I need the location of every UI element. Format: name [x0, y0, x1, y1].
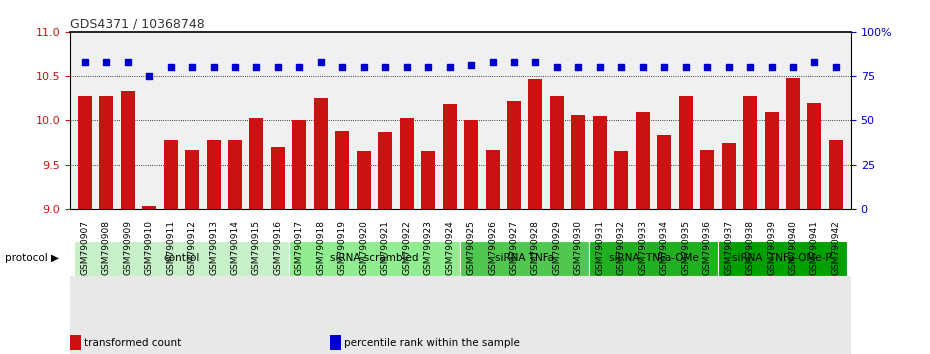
Point	[99, 59, 113, 65]
Point	[249, 64, 264, 70]
Bar	[722, 143, 736, 209]
Point	[721, 64, 736, 70]
Point	[292, 64, 307, 70]
Bar	[142, 206, 156, 209]
Bar	[829, 140, 843, 209]
Point	[141, 73, 156, 79]
Bar	[400, 118, 414, 209]
Point	[399, 64, 414, 70]
Bar	[121, 91, 135, 209]
Text: protocol ▶: protocol ▶	[5, 253, 59, 263]
Bar	[550, 96, 564, 209]
Text: siRNA  TNFa-OMe-P: siRNA TNFa-OMe-P	[733, 253, 832, 263]
Bar	[679, 96, 693, 209]
Bar	[528, 79, 542, 209]
Bar	[786, 78, 800, 209]
Bar	[464, 120, 478, 209]
Text: percentile rank within the sample: percentile rank within the sample	[344, 338, 520, 348]
Bar	[421, 152, 435, 209]
Point	[699, 64, 714, 70]
Point	[77, 59, 92, 65]
Bar	[592, 116, 606, 209]
Point	[764, 64, 779, 70]
Point	[550, 64, 565, 70]
Point	[442, 64, 457, 70]
Point	[313, 59, 328, 65]
Bar	[228, 140, 242, 209]
Bar	[292, 120, 306, 209]
Text: GDS4371 / 10368748: GDS4371 / 10368748	[70, 18, 205, 31]
Bar	[336, 131, 350, 209]
Bar	[743, 96, 757, 209]
Bar	[249, 118, 263, 209]
Bar	[636, 112, 650, 209]
Point	[528, 59, 543, 65]
Bar	[571, 115, 585, 209]
Point	[271, 64, 286, 70]
Bar	[807, 103, 821, 209]
Text: control: control	[163, 253, 200, 263]
Point	[786, 64, 801, 70]
Bar	[164, 140, 178, 209]
Bar	[700, 150, 714, 209]
Text: siRNA TNFa: siRNA TNFa	[496, 253, 554, 263]
Bar	[460, 241, 589, 276]
Point	[185, 64, 200, 70]
Bar	[507, 101, 521, 209]
Point	[464, 63, 479, 68]
Point	[807, 59, 822, 65]
Text: transformed count: transformed count	[84, 338, 181, 348]
Text: siRNA  TNFa-OMe: siRNA TNFa-OMe	[608, 253, 698, 263]
Bar	[615, 152, 629, 209]
Bar	[357, 152, 371, 209]
Point	[635, 64, 650, 70]
Point	[163, 64, 178, 70]
Point	[571, 64, 586, 70]
Bar	[74, 241, 288, 276]
Bar	[589, 241, 718, 276]
Point	[120, 59, 135, 65]
Bar	[78, 96, 92, 209]
Text: siRNA scrambled: siRNA scrambled	[330, 253, 418, 263]
Point	[657, 64, 671, 70]
Bar	[379, 132, 392, 209]
Point	[485, 59, 500, 65]
Bar	[288, 241, 460, 276]
Point	[507, 59, 522, 65]
Point	[228, 64, 243, 70]
Point	[335, 64, 350, 70]
Point	[206, 64, 221, 70]
Point	[678, 64, 693, 70]
Point	[592, 64, 607, 70]
Point	[743, 64, 758, 70]
Point	[829, 64, 844, 70]
Bar	[313, 98, 327, 209]
Bar	[443, 104, 457, 209]
Bar	[185, 150, 199, 209]
Bar	[658, 135, 671, 209]
Bar	[485, 150, 499, 209]
Bar	[718, 241, 846, 276]
Point	[420, 64, 435, 70]
Point	[356, 64, 371, 70]
Bar	[100, 96, 113, 209]
Bar	[271, 147, 285, 209]
Bar	[764, 112, 778, 209]
Point	[614, 64, 629, 70]
Point	[378, 64, 392, 70]
Bar	[206, 140, 220, 209]
